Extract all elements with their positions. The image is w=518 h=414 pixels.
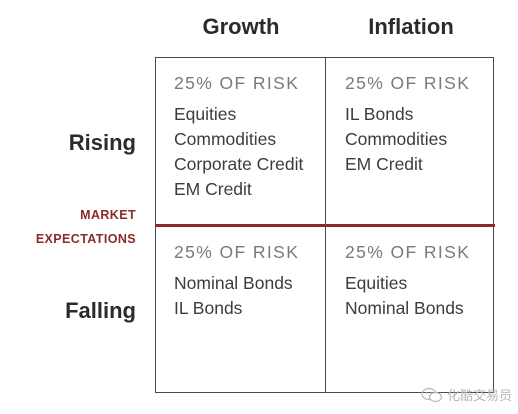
cell-rising-growth: 25% OF RISK Equities Commodities Corpora… <box>174 72 334 202</box>
row-header-rising: Rising <box>68 130 136 155</box>
asset-item: EM Credit <box>174 179 252 199</box>
asset-item: Nominal Bonds <box>174 273 293 293</box>
asset-item: Nominal Bonds <box>345 298 464 318</box>
column-header-inflation: Inflation <box>368 14 454 39</box>
watermark-text: 化酷交易员 <box>446 388 512 403</box>
risk-share-label: 25% OF RISK <box>174 73 300 93</box>
watermark: 化酷交易员 <box>421 385 512 404</box>
asset-item: Corporate Credit <box>174 154 304 174</box>
asset-item: EM Credit <box>345 154 423 174</box>
risk-share-label: 25% OF RISK <box>345 242 471 262</box>
row-header-falling: Falling <box>65 298 136 323</box>
market-expectations-divider <box>155 224 495 227</box>
cell-falling-inflation: 25% OF RISK Equities Nominal Bonds <box>345 241 505 321</box>
cell-falling-growth: 25% OF RISK Nominal Bonds IL Bonds <box>174 241 334 321</box>
risk-share-label: 25% OF RISK <box>174 242 300 262</box>
asset-item: Commodities <box>174 129 277 149</box>
asset-item: IL Bonds <box>174 298 243 318</box>
asset-item: Equities <box>174 104 237 124</box>
divider-label-line1: MARKET <box>80 208 136 222</box>
wechat-icon <box>421 387 443 402</box>
divider-label-line2: EXPECTATIONS <box>35 232 136 246</box>
risk-share-label: 25% OF RISK <box>345 73 471 93</box>
asset-item: Commodities <box>345 129 448 149</box>
cell-rising-inflation: 25% OF RISK IL Bonds Commodities EM Cred… <box>345 72 505 177</box>
asset-item: IL Bonds <box>345 104 414 124</box>
column-header-growth: Growth <box>202 14 280 39</box>
asset-item: Equities <box>345 273 408 293</box>
